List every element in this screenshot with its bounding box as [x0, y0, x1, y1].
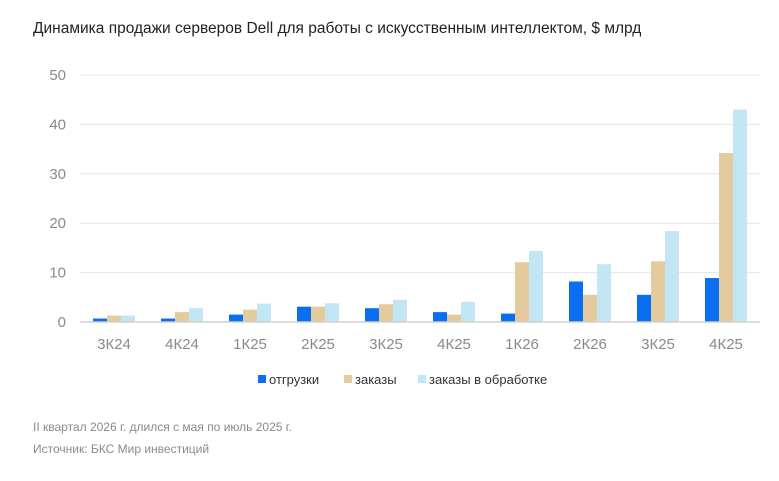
- x-tick-label: 4К25: [709, 336, 743, 353]
- bar-заказы: [651, 261, 665, 322]
- x-tick-label: 4К25: [437, 336, 471, 353]
- bar-заказы-в-обработке: [597, 264, 611, 322]
- legend-label: заказы в обработке: [429, 372, 547, 387]
- bar-заказы: [719, 153, 733, 322]
- x-tick-label: 4К24: [165, 336, 199, 353]
- bar-заказы-в-обработке: [733, 109, 747, 322]
- bar-отгрузки: [433, 312, 447, 322]
- legend-swatch: [344, 375, 352, 383]
- y-tick-label: 0: [58, 314, 66, 331]
- bar-заказы: [243, 309, 257, 322]
- x-tick-label: 2К25: [301, 336, 335, 353]
- bar-отгрузки: [161, 318, 175, 322]
- x-tick-label: 3К25: [641, 336, 675, 353]
- bar-заказы-в-обработке: [393, 299, 407, 322]
- x-tick-label: 3К25: [369, 336, 403, 353]
- y-tick-label: 50: [49, 67, 66, 84]
- legend-swatch: [418, 375, 426, 383]
- bar-заказы-в-обработке: [257, 303, 271, 322]
- x-tick-label: 3К24: [97, 336, 131, 353]
- source-note: Источник: БКС Мир инвестиций: [33, 442, 210, 456]
- legend-swatch: [258, 375, 266, 383]
- bar-отгрузки: [637, 294, 651, 322]
- bar-заказы-в-обработке: [325, 303, 339, 322]
- legend-label: заказы: [355, 372, 397, 387]
- bar-заказы-в-обработке: [665, 231, 679, 322]
- chart-title: Динамика продажи серверов Dell для работ…: [33, 20, 642, 37]
- y-tick-label: 10: [49, 265, 66, 282]
- bar-заказы: [515, 262, 529, 322]
- bar-заказы-в-обработке: [189, 308, 203, 322]
- bar-отгрузки: [93, 318, 107, 322]
- x-tick-label: 2К26: [573, 336, 607, 353]
- y-tick-label: 30: [49, 166, 66, 183]
- bar-заказы: [379, 304, 393, 322]
- bar-заказы: [583, 294, 597, 322]
- y-tick-label: 40: [49, 116, 66, 133]
- bar-заказы: [175, 312, 189, 322]
- footnote: II квартал 2026 г. длился с мая по июль …: [33, 420, 292, 434]
- bar-заказы: [107, 315, 121, 322]
- bar-отгрузки: [569, 281, 583, 322]
- legend-label: отгрузки: [269, 372, 319, 387]
- bar-заказы: [447, 314, 461, 322]
- bar-заказы: [311, 306, 325, 322]
- bar-отгрузки: [297, 306, 311, 322]
- bar-отгрузки: [501, 313, 515, 322]
- y-tick-label: 20: [49, 215, 66, 232]
- bar-отгрузки: [229, 314, 243, 322]
- bar-отгрузки: [365, 308, 379, 322]
- bar-заказы-в-обработке: [121, 315, 135, 322]
- bar-заказы-в-обработке: [461, 301, 475, 322]
- bar-заказы-в-обработке: [529, 250, 543, 322]
- bar-отгрузки: [705, 278, 719, 322]
- x-tick-label: 1К25: [233, 336, 267, 353]
- x-tick-label: 1К26: [505, 336, 539, 353]
